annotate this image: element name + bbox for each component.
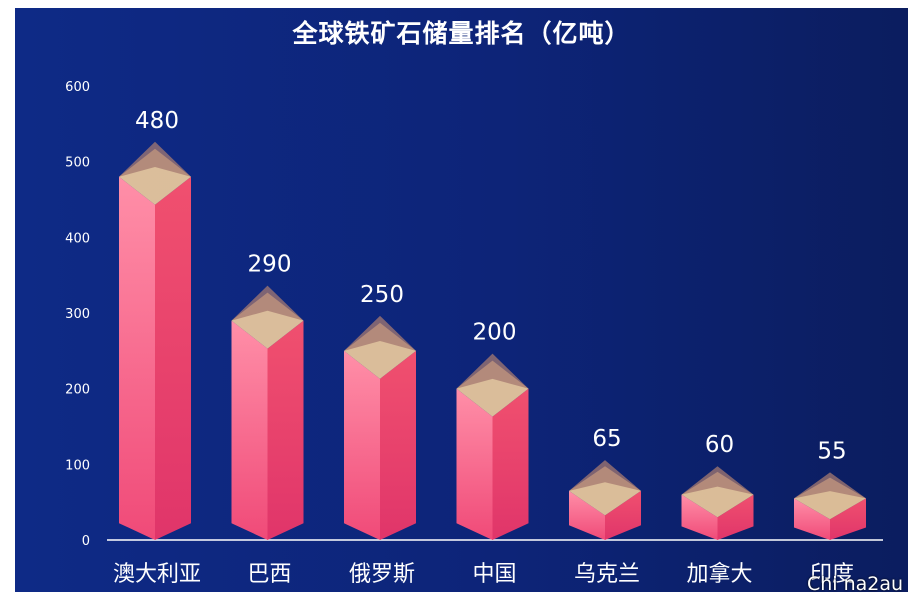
bar-cap-tip (344, 315, 416, 351)
x-tick-label: 印度 (810, 562, 854, 587)
bar (456, 353, 529, 540)
bar-cap-tip (569, 460, 641, 491)
bar-face-right (830, 498, 866, 540)
bar (344, 315, 416, 540)
y-tick-label: 500 (65, 156, 90, 171)
y-tick-label: 400 (65, 231, 90, 246)
data-label: 65 (592, 426, 621, 452)
data-label: 55 (817, 438, 846, 464)
data-label: 200 (473, 320, 517, 346)
watermark-text: Chi na2au (807, 573, 904, 595)
bar-face-right (267, 320, 304, 540)
bar-face-right (155, 176, 191, 541)
bar (119, 141, 191, 541)
data-label: 250 (360, 282, 404, 308)
y-tick-label: 600 (65, 80, 90, 95)
data-label: 480 (135, 108, 179, 134)
bar-face-right (380, 350, 416, 540)
bar-face-left (231, 320, 268, 540)
bar-face-left (794, 498, 830, 540)
x-tick-label: 乌克兰 (574, 562, 640, 587)
bar-face-left (569, 490, 605, 540)
x-tick-label: 俄罗斯 (349, 562, 415, 587)
x-tick-label: 中国 (472, 562, 516, 587)
x-tick-label: 澳大利亚 (113, 562, 201, 587)
chart-title: 全球铁矿石储量排名（亿吨） (292, 19, 631, 48)
y-tick-label: 0 (82, 534, 90, 549)
bar-face-left (681, 494, 718, 540)
bar-face-right (605, 490, 641, 540)
y-tick-label: 300 (65, 307, 90, 322)
bar (794, 472, 866, 540)
bar (569, 460, 641, 540)
bar-cap-tip (681, 466, 754, 495)
data-label: 290 (248, 252, 292, 278)
bar-cap-tip (794, 472, 866, 499)
bar-face-right (492, 388, 529, 540)
bar-face-left (456, 388, 493, 540)
bar (681, 466, 754, 540)
bar-face-left (119, 176, 155, 541)
x-tick-label: 巴西 (247, 562, 291, 587)
bar-cap-tip (119, 141, 191, 177)
data-label: 60 (705, 432, 734, 458)
bar-cap-tip (456, 353, 529, 389)
y-tick-label: 100 (65, 458, 90, 473)
x-tick-label: 加拿大 (686, 561, 752, 587)
bar-face-right (717, 494, 754, 540)
chart-plot: 0 100 200 300 400 500 600 480 澳大利亚 290 巴西 250 俄罗斯 20… (65, 80, 883, 587)
bar (231, 285, 304, 540)
bar-cap-tip (231, 285, 304, 321)
chart-frame: 全球铁矿石储量排名（亿吨） 0 100 200 300 400 500 600 480 澳大利… (15, 8, 908, 592)
bar-face-left (344, 350, 380, 540)
y-tick-label: 200 (65, 383, 90, 398)
